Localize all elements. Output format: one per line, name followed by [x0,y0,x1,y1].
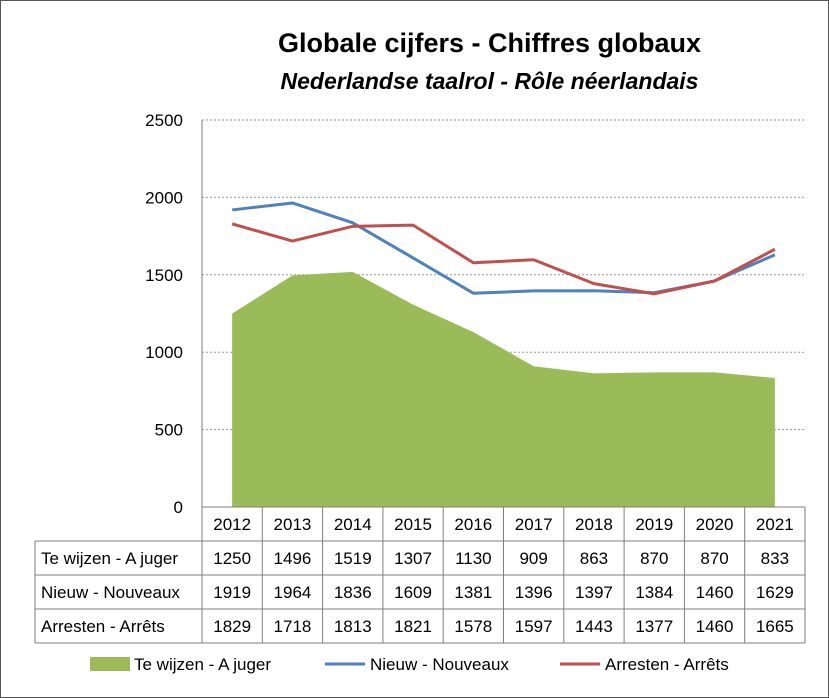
y-tick-label: 500 [155,421,183,440]
data-label: 1718 [274,617,312,636]
legend-label: Te wijzen - A juger [134,655,271,674]
data-label: 1460 [696,617,734,636]
data-label: 1919 [213,583,251,602]
data-label: 1813 [334,617,372,636]
data-label: 870 [640,549,668,568]
data-label: 833 [761,549,789,568]
data-label: 1460 [696,583,734,602]
x-tick-label: 2019 [635,515,673,534]
data-label: 1250 [213,549,251,568]
data-label: 1396 [515,583,553,602]
legend-swatch-area [90,657,130,671]
data-label: 1829 [213,617,251,636]
x-tick-label: 2012 [213,515,251,534]
series-area-te-wijzen [232,271,775,507]
y-tick-label: 0 [174,498,183,517]
data-label: 1836 [334,583,372,602]
data-label: 1381 [454,583,492,602]
table-row-label: Nieuw - Nouveaux [41,583,180,602]
y-tick-label: 2000 [145,188,183,207]
data-label: 1964 [274,583,312,602]
data-label: 1665 [756,617,794,636]
data-label: 870 [700,549,728,568]
data-label: 1578 [454,617,492,636]
data-label: 1130 [455,549,492,568]
x-tick-label: 2016 [454,515,492,534]
y-tick-label: 1000 [145,343,183,362]
x-tick-label: 2014 [334,515,372,534]
data-label: 1307 [394,549,432,568]
data-label: 1496 [274,549,312,568]
data-label: 909 [519,549,547,568]
legend-label: Arresten - Arrêts [605,655,729,674]
series-line-1 [231,222,776,296]
data-label: 1443 [575,617,613,636]
x-tick-label: 2018 [575,515,613,534]
y-tick-label: 1500 [145,266,183,285]
data-label: 1821 [394,617,432,636]
x-tick-label: 2015 [394,515,432,534]
data-label: 1397 [575,583,613,602]
y-tick-label: 2500 [145,111,183,130]
table-row-label: Arresten - Arrêts [41,617,165,636]
table-row-label: Te wijzen - A juger [41,549,178,568]
legend-label: Nieuw - Nouveaux [370,655,509,674]
data-label: 1519 [334,549,372,568]
data-label: 1384 [635,583,673,602]
x-tick-label: 2013 [274,515,312,534]
chart-subtitle: Nederlandse taalrol - Rôle néerlandais [280,68,699,94]
data-label: 1377 [635,617,673,636]
data-label: 1609 [394,583,432,602]
data-label: 1597 [515,617,553,636]
x-tick-label: 2021 [756,515,794,534]
x-tick-label: 2017 [515,515,553,534]
data-label: 1629 [756,583,794,602]
x-tick-label: 2020 [696,515,734,534]
data-label: 863 [580,549,608,568]
chart-title: Globale cijfers - Chiffres globaux [277,28,702,58]
